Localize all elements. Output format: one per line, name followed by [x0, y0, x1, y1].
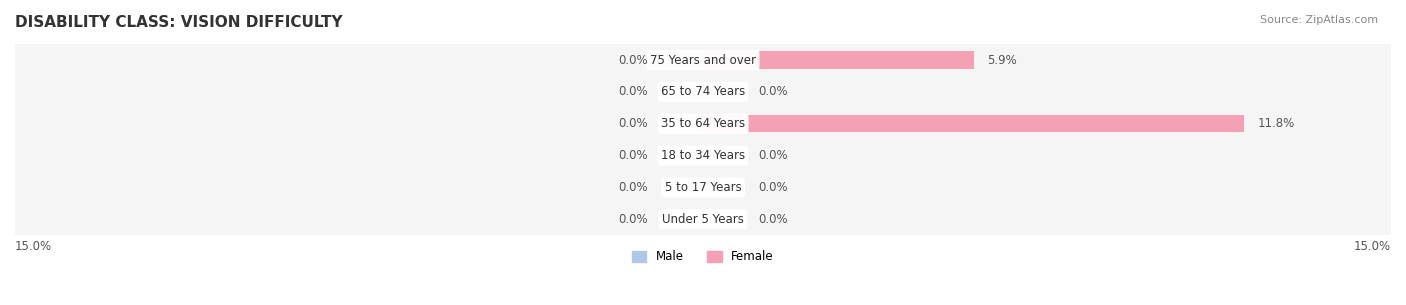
Text: Source: ZipAtlas.com: Source: ZipAtlas.com	[1260, 15, 1378, 25]
Text: 18 to 34 Years: 18 to 34 Years	[661, 149, 745, 162]
Text: 0.0%: 0.0%	[619, 149, 648, 162]
Text: 0.0%: 0.0%	[619, 53, 648, 66]
Bar	[15, 203, 1391, 235]
Text: 65 to 74 Years: 65 to 74 Years	[661, 85, 745, 98]
Bar	[15, 140, 1391, 171]
Text: 5.9%: 5.9%	[987, 53, 1017, 66]
Text: 0.0%: 0.0%	[758, 181, 787, 194]
Text: 0.0%: 0.0%	[758, 85, 787, 98]
Bar	[15, 171, 1391, 203]
Bar	[15, 108, 1391, 140]
Bar	[15, 76, 1391, 108]
Text: Under 5 Years: Under 5 Years	[662, 213, 744, 226]
Text: 0.0%: 0.0%	[758, 149, 787, 162]
Text: 15.0%: 15.0%	[15, 240, 52, 253]
Text: DISABILITY CLASS: VISION DIFFICULTY: DISABILITY CLASS: VISION DIFFICULTY	[15, 15, 343, 30]
Text: 5 to 17 Years: 5 to 17 Years	[665, 181, 741, 194]
Bar	[15, 44, 1391, 76]
Text: 15.0%: 15.0%	[1354, 240, 1391, 253]
Bar	[703, 51, 973, 69]
Bar	[703, 115, 1244, 132]
Text: 0.0%: 0.0%	[619, 85, 648, 98]
Text: 0.0%: 0.0%	[619, 181, 648, 194]
Text: 0.0%: 0.0%	[619, 117, 648, 130]
Text: 35 to 64 Years: 35 to 64 Years	[661, 117, 745, 130]
Legend: Male, Female: Male, Female	[627, 246, 779, 268]
Text: 0.0%: 0.0%	[619, 213, 648, 226]
Text: 75 Years and over: 75 Years and over	[650, 53, 756, 66]
Text: 0.0%: 0.0%	[758, 213, 787, 226]
Text: 11.8%: 11.8%	[1258, 117, 1295, 130]
